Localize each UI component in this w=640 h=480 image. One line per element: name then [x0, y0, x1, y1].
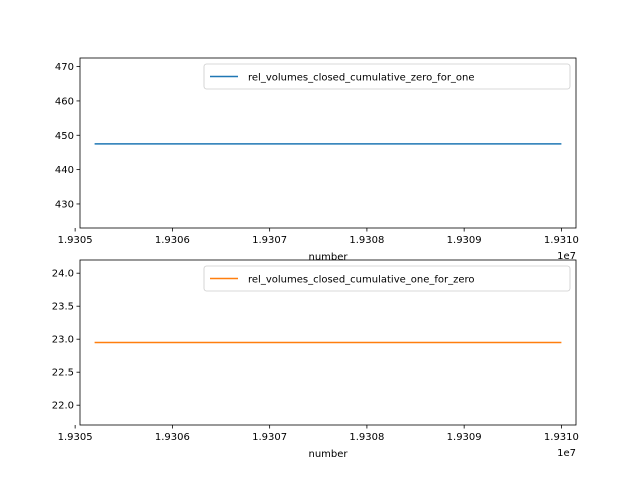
y-tick-label: 440 — [55, 165, 74, 176]
x-tick-label: 1.9308 — [349, 432, 384, 443]
x-axis-label: number — [308, 252, 348, 263]
legend: rel_volumes_closed_cumulative_one_for_ze… — [203, 265, 571, 292]
x-tick-label: 1.9310 — [544, 432, 579, 443]
axes-frame — [79, 259, 577, 426]
y-tick-label: 24.0 — [52, 269, 74, 280]
legend-box — [203, 63, 571, 90]
x-axis-label: number — [308, 449, 348, 460]
x-tick-label: 1.9305 — [58, 432, 93, 443]
x-tick-label: 1.9305 — [58, 235, 93, 246]
x-offset-label: 1e7 — [557, 448, 576, 459]
y-tick-label: 23.5 — [52, 302, 74, 313]
legend-label: rel_volumes_closed_cumulative_one_for_ze… — [248, 275, 475, 286]
legend-label: rel_volumes_closed_cumulative_zero_for_o… — [248, 73, 475, 84]
x-tick-label: 1.9306 — [155, 432, 190, 443]
x-tick-label: 1.9308 — [349, 235, 384, 246]
x-tick-label: 1.9309 — [447, 235, 482, 246]
subplot-2: 1.9305 1.9306 1.9307 1.9308 1.9309 1.9310 22.0… — [52, 259, 579, 460]
x-offset-label: 1e7 — [557, 251, 576, 262]
y-tick-label: 430 — [55, 199, 74, 210]
legend: rel_volumes_closed_cumulative_zero_for_o… — [203, 63, 571, 90]
x-tick-label: 1.9307 — [252, 432, 287, 443]
x-tick-label: 1.9306 — [155, 235, 190, 246]
y-tick-label: 23.0 — [52, 335, 74, 346]
y-tick-label: 460 — [55, 96, 74, 107]
y-tick-label: 22.0 — [52, 401, 74, 412]
x-tick-label: 1.9307 — [252, 235, 287, 246]
y-tick-label: 450 — [55, 131, 74, 142]
x-tick-label: 1.9310 — [544, 235, 579, 246]
y-tick-label: 22.5 — [52, 368, 74, 379]
legend-box — [203, 265, 571, 292]
subplots: 1.9305 1.9306 1.9307 1.9308 1.9309 1.9310 430 4… — [52, 57, 579, 460]
subplot-1: 1.9305 1.9306 1.9307 1.9308 1.9309 1.9310 430 4… — [55, 57, 579, 263]
axes-frame — [79, 57, 577, 229]
y-tick-label: 470 — [55, 62, 74, 73]
x-tick-label: 1.9309 — [447, 432, 482, 443]
